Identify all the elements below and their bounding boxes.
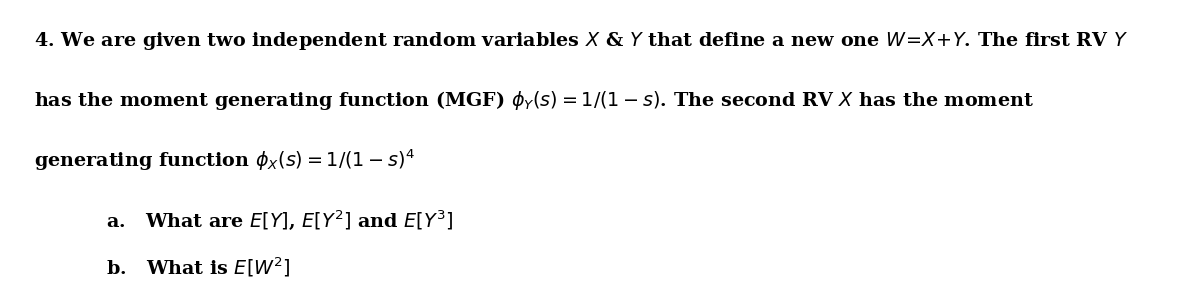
Text: b.   What is $E[W^2]$: b. What is $E[W^2]$ xyxy=(106,255,290,279)
Text: generating function $\phi_X(s) = 1/(1 - s)^4$: generating function $\phi_X(s) = 1/(1 - … xyxy=(34,148,414,173)
Text: has the moment generating function (MGF) $\phi_Y(s) = 1/(1 - s)$. The second RV : has the moment generating function (MGF)… xyxy=(34,88,1033,112)
Text: a.   What are $E[Y]$, $E[Y^2]$ and $E[Y^3]$: a. What are $E[Y]$, $E[Y^2]$ and $E[Y^3]… xyxy=(106,208,452,232)
Text: 4. We are given two independent random variables $X$ & $Y$ that define a new one: 4. We are given two independent random v… xyxy=(34,30,1128,52)
